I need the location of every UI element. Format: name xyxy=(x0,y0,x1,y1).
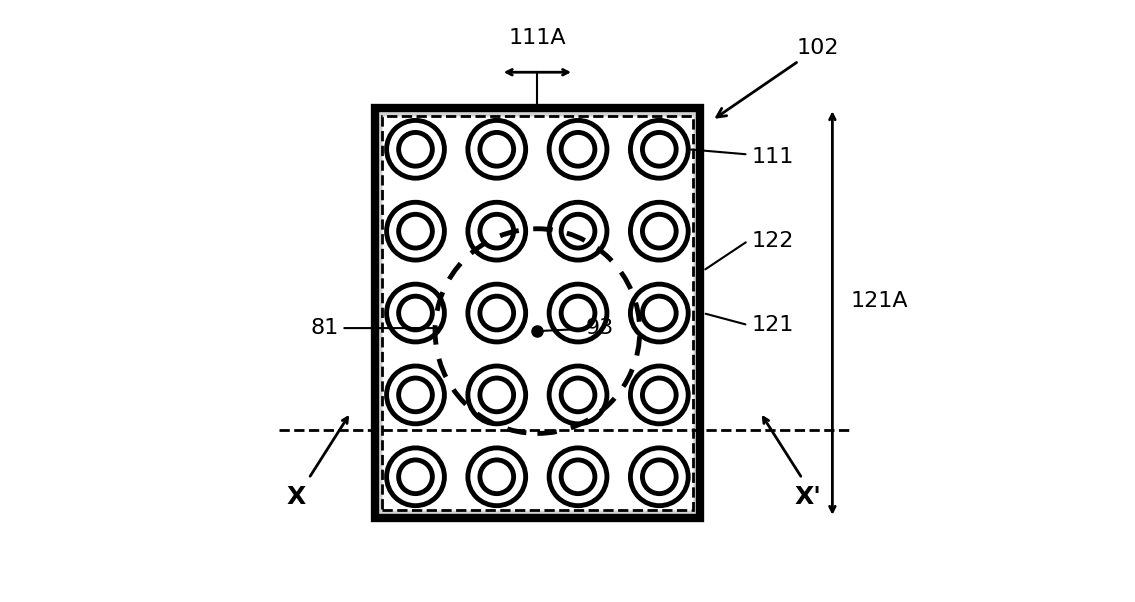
FancyBboxPatch shape xyxy=(375,108,700,518)
Circle shape xyxy=(630,202,688,260)
Circle shape xyxy=(387,448,445,506)
Circle shape xyxy=(468,448,526,506)
Circle shape xyxy=(387,202,445,260)
Circle shape xyxy=(468,284,526,342)
Circle shape xyxy=(561,132,595,166)
Circle shape xyxy=(387,284,445,342)
Text: 93: 93 xyxy=(540,318,614,338)
Circle shape xyxy=(642,296,676,330)
Text: 121A: 121A xyxy=(850,291,908,311)
Circle shape xyxy=(398,214,432,248)
Circle shape xyxy=(642,460,676,494)
Circle shape xyxy=(630,448,688,506)
Text: X': X' xyxy=(794,485,822,509)
Text: 111A: 111A xyxy=(508,28,566,48)
Circle shape xyxy=(480,460,514,494)
Circle shape xyxy=(561,214,595,248)
Circle shape xyxy=(642,378,676,412)
Circle shape xyxy=(387,120,445,178)
Circle shape xyxy=(468,202,526,260)
FancyBboxPatch shape xyxy=(382,116,692,510)
Circle shape xyxy=(561,460,595,494)
Circle shape xyxy=(480,296,514,330)
Circle shape xyxy=(561,296,595,330)
Text: X: X xyxy=(287,485,306,509)
Circle shape xyxy=(630,366,688,424)
Circle shape xyxy=(398,132,432,166)
Circle shape xyxy=(480,378,514,412)
Circle shape xyxy=(549,284,607,342)
Circle shape xyxy=(468,120,526,178)
Circle shape xyxy=(549,448,607,506)
Circle shape xyxy=(642,214,676,248)
Circle shape xyxy=(642,132,676,166)
Circle shape xyxy=(630,120,688,178)
Circle shape xyxy=(549,202,607,260)
Circle shape xyxy=(561,378,595,412)
Text: 121: 121 xyxy=(751,315,793,335)
Circle shape xyxy=(468,366,526,424)
Circle shape xyxy=(480,132,514,166)
Text: 122: 122 xyxy=(751,231,793,251)
Circle shape xyxy=(398,378,432,412)
Text: 111: 111 xyxy=(691,146,793,167)
Circle shape xyxy=(398,460,432,494)
Circle shape xyxy=(387,366,445,424)
Circle shape xyxy=(630,284,688,342)
Circle shape xyxy=(549,120,607,178)
Circle shape xyxy=(549,366,607,424)
Text: 81: 81 xyxy=(311,318,438,338)
Circle shape xyxy=(398,296,432,330)
Text: 102: 102 xyxy=(717,38,839,117)
Circle shape xyxy=(480,214,514,248)
